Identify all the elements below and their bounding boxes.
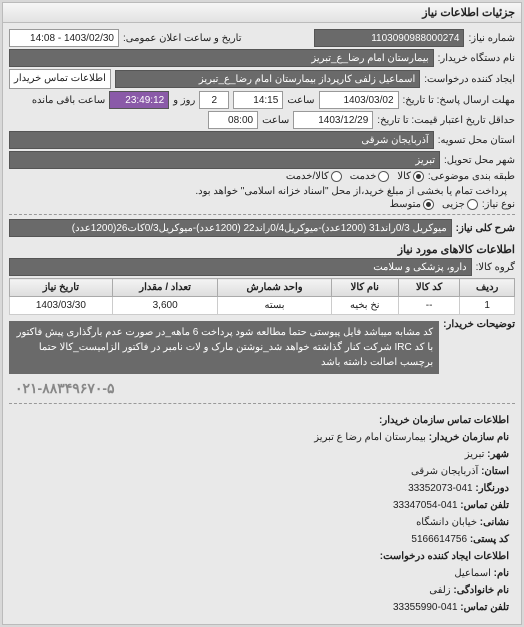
support-phone: ۰۲۱-۸۸۳۴۹۶۷۰-۵ [9,378,515,399]
validity-time-field: 08:00 [208,111,258,129]
col-date: تاریخ نیاز [10,279,113,297]
col-unit: واحد شمارش [218,279,331,297]
panel-body: شماره نیاز: 1103090988000274 تاریخ و ساع… [3,23,521,624]
org-label: نام سازمان خریدار: [429,432,509,443]
time-label-1: ساعت [287,95,314,106]
radio-icon [423,199,434,210]
validity-label: حداقل تاریخ اعتبار قیمت: تا تاریخ: [377,115,515,126]
budget-option-0[interactable]: کالا [397,171,424,182]
request-no-field: 1103090988000274 [314,29,464,47]
postal-label: کد پستی: [470,534,509,545]
delivery-city-field: تبریز [9,151,440,169]
table-header-row: ردیف کد کالا نام کالا واحد شمارش تعداد /… [10,279,515,297]
phone-label: تلفن تماس: [460,500,509,511]
radio-icon [467,199,478,210]
org-value: بیمارستان امام رضا ع تبریز [314,432,426,443]
phone-value: 041-33347054 [393,500,458,511]
cell-unit: بسته [218,297,331,315]
size-label: نوع نیاز: [482,199,515,210]
announce-label: تاریخ و ساعت اعلان عمومی: [123,33,242,44]
postal-value: 5166614756 [411,534,467,545]
fax-label: دورنگار: [475,483,509,494]
budget-class-label: طبقه بندی موضوعی: [428,171,515,182]
address-value: خیابان دانشگاه [416,517,477,528]
col-qty: تعداد / مقدار [112,279,218,297]
radio-icon [331,171,342,182]
col-rownum: ردیف [460,279,515,297]
title-label: شرح کلی نیاز: [456,223,515,234]
address-label: نشانی: [480,517,509,528]
group-label: گروه کالا: [476,262,515,273]
cphone-label: تلفن تماس: [460,602,509,613]
creator-section-label: اطلاعات ایجاد کننده درخواست: [380,551,509,562]
col-name: نام کالا [331,279,398,297]
remaining-days-label: روز و [173,95,195,106]
province-value: آذربایجان شرقی [411,466,478,477]
table-row[interactable]: 1 -- نخ بخیه بسته 3,600 1403/03/30 [10,297,515,315]
pay-cond-label: پرداخت تمام یا بخشی از مبلغ خرید،از محل … [195,186,507,197]
radio-icon [378,171,389,182]
remaining-time-label: ساعت باقی مانده [32,95,105,106]
city-label: شهر: [487,449,509,460]
col-code: کد کالا [398,279,459,297]
time-label-2: ساعت [262,115,289,126]
validity-date-field: 1403/12/29 [293,111,373,129]
creator-label: ایجاد کننده درخواست: [424,74,515,85]
cell-date: 1403/03/30 [10,297,113,315]
remaining-days-field: 2 [199,91,229,109]
cell-qty: 3,600 [112,297,218,315]
budget-option-2[interactable]: کالا/خدمت [286,171,342,182]
contact-section-label: اطلاعات تماس سازمان خریدار: [379,415,509,426]
deadline-time-field: 14:15 [233,91,283,109]
fax-value: 041-33352073 [408,483,473,494]
goods-section-label: اطلاعات کالاهای مورد نیاز [9,243,515,256]
request-no-label: شماره نیاز: [468,33,515,44]
title-field: میوکریل 0/3راند31 (1200عدد)-میوکریل0/4را… [9,219,452,237]
explain-label: توضیحات خریدار: [443,319,515,330]
lname-value: زلفی [429,585,450,596]
size-option-1[interactable]: متوسط [390,199,434,210]
panel-title: جزئیات اطلاعات نیاز [3,3,521,23]
remaining-time-field: 23:49:12 [109,91,169,109]
size-radio-group: جزیی متوسط [390,199,478,210]
group-field: دارو، پزشکی و سلامت [9,258,472,276]
city-value: تبریز [465,449,485,460]
cphone-value: 041-33355990 [393,602,458,613]
fname-label: نام: [494,568,509,579]
cell-rownum: 1 [460,297,515,315]
cell-name: نخ بخیه [331,297,398,315]
cell-code: -- [398,297,459,315]
province-label: استان: [481,466,509,477]
lname-label: نام خانوادگی: [453,585,509,596]
deadline-date-field: 1403/03/02 [319,91,399,109]
creator-field: اسماعیل زلفی کارپرداز بیمارستان امام رضا… [115,70,420,88]
buyer-label: نام دستگاه خریدار: [438,53,515,64]
buyer-contact-button[interactable]: اطلاعات تماس خریدار [9,69,111,89]
explain-text: کد مشابه میباشد فایل پیوستی حتما مطالعه … [9,321,439,374]
budget-option-1[interactable]: خدمت [350,171,390,182]
announce-field: 1403/02/30 - 14:08 [9,29,119,47]
fname-value: اسماعیل [454,568,491,579]
delivery-city-label: شهر محل تحویل: [444,155,515,166]
deadline-label: مهلت ارسال پاسخ: تا تاریخ: [403,95,515,106]
location-field: آذربایجان شرقی [9,131,434,149]
goods-table: ردیف کد کالا نام کالا واحد شمارش تعداد /… [9,278,515,315]
radio-icon [413,171,424,182]
buyer-field: بیمارستان امام رضا_ع_تبریز [9,49,434,67]
size-option-0[interactable]: جزیی [442,199,478,210]
location-label: استان محل تسویه: [438,135,515,146]
budget-radio-group: کالا خدمت کالا/خدمت [286,171,424,182]
details-panel: جزئیات اطلاعات نیاز شماره نیاز: 11030909… [2,2,522,625]
contact-block: اطلاعات تماس سازمان خریدار: نام سازمان خ… [9,408,515,620]
